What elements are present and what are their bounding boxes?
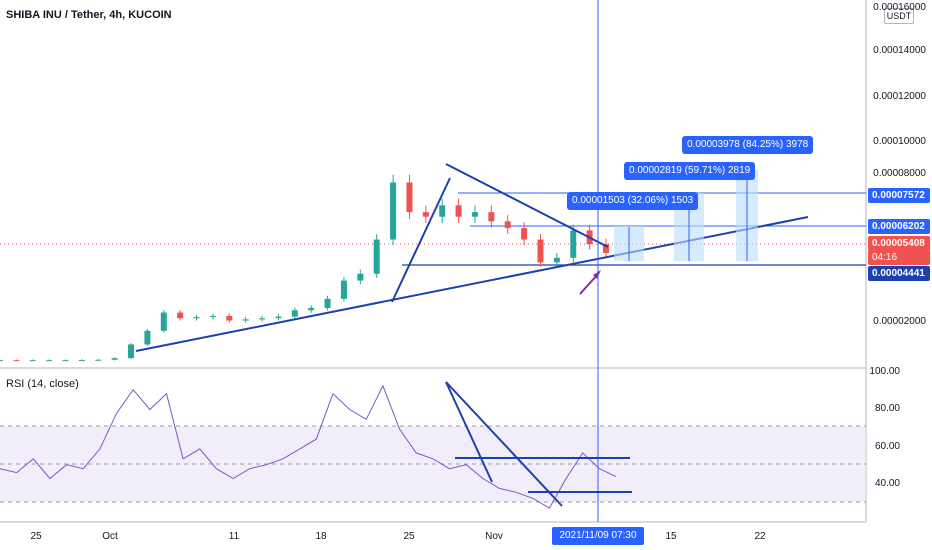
candle [488, 212, 495, 222]
candle [291, 310, 298, 317]
rsi-title: RSI (14, close) [6, 378, 79, 390]
rsi-tick: 40.00 [874, 478, 900, 489]
candle [422, 212, 429, 217]
rsi-trendline-1[interactable] [445, 381, 493, 483]
candle [471, 212, 478, 217]
candle [0, 360, 3, 362]
level-low-tag[interactable]: 0.00004441 [868, 266, 930, 281]
time-tick: 25 [30, 531, 42, 542]
time-tick: 11 [228, 531, 240, 542]
measurement-label-3[interactable]: 0.00003978 (84.25%) 3978 [682, 136, 814, 154]
candle [455, 205, 462, 217]
time-tick: Oct [102, 531, 118, 542]
candle [390, 182, 397, 240]
time-tick: 22 [754, 531, 766, 542]
candle [242, 319, 249, 321]
candle [521, 228, 528, 240]
candle [160, 312, 167, 331]
measurement-label-1[interactable]: 0.00001503 (32.06%) 1503 [567, 192, 699, 210]
time-tick: 15 [665, 531, 677, 542]
candle [537, 239, 544, 263]
level-mid-tag[interactable]: 0.00006202 [868, 219, 930, 234]
candle [46, 360, 53, 362]
candle [226, 315, 233, 321]
time-tick: Nov [485, 531, 503, 542]
breakout-arrow[interactable] [579, 273, 599, 295]
candle [340, 280, 347, 299]
candle [78, 359, 85, 361]
current-price-tag[interactable]: 0.00005408 [868, 236, 930, 251]
rsi-line [0, 384, 617, 509]
candle [128, 344, 135, 359]
candles-group [0, 174, 609, 362]
time-tick: 18 [315, 531, 327, 542]
candle [193, 317, 200, 319]
candle [439, 205, 446, 217]
descending-trendline[interactable] [445, 163, 609, 248]
candle [373, 239, 380, 274]
price-tick: 0.00010000 [873, 136, 926, 147]
price-tick: 0.00016000 [873, 2, 926, 13]
candle [308, 307, 315, 311]
price-tick: 0.00008000 [873, 168, 926, 179]
price-tick: 0.00002000 [873, 316, 926, 327]
candle [95, 359, 102, 361]
candle [553, 257, 560, 263]
candle [504, 221, 511, 229]
time-tick: 25 [403, 531, 415, 542]
candle [324, 298, 331, 308]
crosshair-date-label: 2021/11/09 07:30 [552, 527, 644, 545]
candle [177, 312, 184, 319]
rsi-tick: 100.00 [869, 366, 900, 377]
candle [13, 360, 20, 362]
price-tick: 0.00014000 [873, 45, 926, 56]
rsi-tick: 60.00 [874, 441, 900, 452]
currency-badge[interactable]: USDT [884, 8, 914, 24]
rsi-trendline-2[interactable] [445, 381, 563, 507]
candle [406, 182, 413, 213]
candle [275, 316, 282, 319]
price-tick: 0.00012000 [873, 91, 926, 102]
candle [259, 318, 266, 320]
measurement-label-2[interactable]: 0.00002819 (59.71%) 2819 [624, 162, 756, 180]
candle [29, 360, 36, 362]
candle [144, 330, 151, 345]
rsi-tick: 80.00 [874, 403, 900, 414]
candle [62, 360, 69, 362]
breakout-arrow-head [593, 270, 601, 279]
candle [570, 230, 577, 258]
countdown-tag: 04:16 [868, 250, 930, 265]
chart-title: SHIBA INU / Tether, 4h, KUCOIN [6, 9, 172, 21]
ascending-trendline[interactable] [135, 216, 809, 352]
candle [603, 244, 609, 253]
candle [209, 315, 216, 318]
candle [111, 358, 118, 360]
level-high-tag[interactable]: 0.00007572 [868, 188, 930, 203]
candle [357, 273, 364, 281]
pole-trendline[interactable] [391, 177, 451, 303]
